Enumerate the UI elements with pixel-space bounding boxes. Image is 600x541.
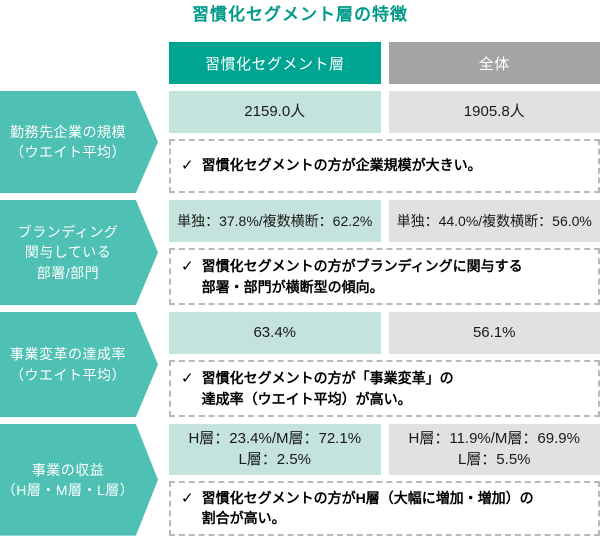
insight-callout: ✓ 習慣化セグメントの方がブランディングに関与する 部署・部門が横断型の傾向。	[169, 248, 600, 305]
insight-text: 習慣化セグメントの方がブランディングに関与する 部署・部門が横断型の傾向。	[201, 258, 523, 295]
insight-callout: ✓ 習慣化セグメントの方が「事業変革」の 達成率（ウエイト平均）が高い。	[169, 360, 600, 417]
value-cells: H層：23.4%/M層：72.1% L層：2.5% H層：11.9%/M層：69…	[169, 424, 600, 475]
page-title: 習慣化セグメント層の特徴	[192, 5, 408, 24]
row-label: 勤務先企業の規模 （ウエイト平均）	[10, 123, 126, 160]
insight-callout: ✓ 習慣化セグメントの方がH層（大幅に増加・増加）の 割合が高い。	[169, 481, 600, 536]
value-cells: 2159.0人 1905.8人	[169, 91, 600, 133]
table-row-transformation-rate: 事業変革の達成率 （ウエイト平均） 63.4% 56.1% ✓ 習慣化セグメント…	[0, 312, 600, 417]
segment-value-cell: 63.4%	[169, 312, 381, 354]
check-icon: ✓	[181, 258, 194, 276]
table-row-business-profit: 事業の収益 （H層・M層・L層） H層：23.4%/M層：72.1% L層：2.…	[0, 424, 600, 536]
segment-value-cell: 2159.0人	[169, 91, 381, 133]
table-header: 習慣化セグメント層 全体	[169, 42, 600, 84]
overall-value-cell: 56.1%	[388, 312, 600, 354]
row-label-arrow: 勤務先企業の規模 （ウエイト平均）	[0, 91, 158, 193]
row-label: 事業変革の達成率 （ウエイト平均）	[10, 346, 126, 383]
row-label-arrow: ブランディング 関与している 部署/部門	[0, 200, 158, 305]
column-header-segment: 習慣化セグメント層	[169, 42, 381, 84]
row-label: 事業の収益 （H層・M層・L層）	[1, 461, 135, 498]
overall-value-cell: H層：11.9%/M層：69.9% L層：5.5%	[388, 424, 600, 475]
check-icon: ✓	[181, 157, 194, 175]
insight-text: 習慣化セグメントの方が「事業変革」の 達成率（ウエイト平均）が高い。	[201, 370, 454, 407]
table-row-branding-dept: ブランディング 関与している 部署/部門 単独：37.8%/複数横断：62.2%…	[0, 200, 600, 305]
value-cells: 単独：37.8%/複数横断：62.2% 単独：44.0%/複数横断：56.0%	[169, 200, 600, 242]
check-icon: ✓	[181, 370, 194, 388]
value-cells: 63.4% 56.1%	[169, 312, 600, 354]
row-label: ブランディング 関与している 部署/部門	[17, 224, 119, 281]
overall-value-cell: 1905.8人	[388, 91, 600, 133]
column-header-overall: 全体	[388, 42, 600, 84]
insight-text: 習慣化セグメントの方がH層（大幅に増加・増加）の 割合が高い。	[201, 490, 534, 527]
overall-value-cell: 単独：44.0%/複数横断：56.0%	[388, 200, 600, 242]
row-label-arrow: 事業の収益 （H層・M層・L層）	[0, 424, 158, 536]
check-icon: ✓	[181, 490, 194, 507]
row-label-arrow: 事業変革の達成率 （ウエイト平均）	[0, 312, 158, 417]
segment-value-cell: H層：23.4%/M層：72.1% L層：2.5%	[169, 424, 381, 475]
table-row-company-size: 勤務先企業の規模 （ウエイト平均） 2159.0人 1905.8人 ✓ 習慣化セ…	[0, 91, 600, 193]
insight-text: 習慣化セグメントの方が企業規模が大きい。	[201, 157, 482, 174]
insight-callout: ✓ 習慣化セグメントの方が企業規模が大きい。	[169, 139, 600, 193]
segment-value-cell: 単独：37.8%/複数横断：62.2%	[169, 200, 381, 242]
